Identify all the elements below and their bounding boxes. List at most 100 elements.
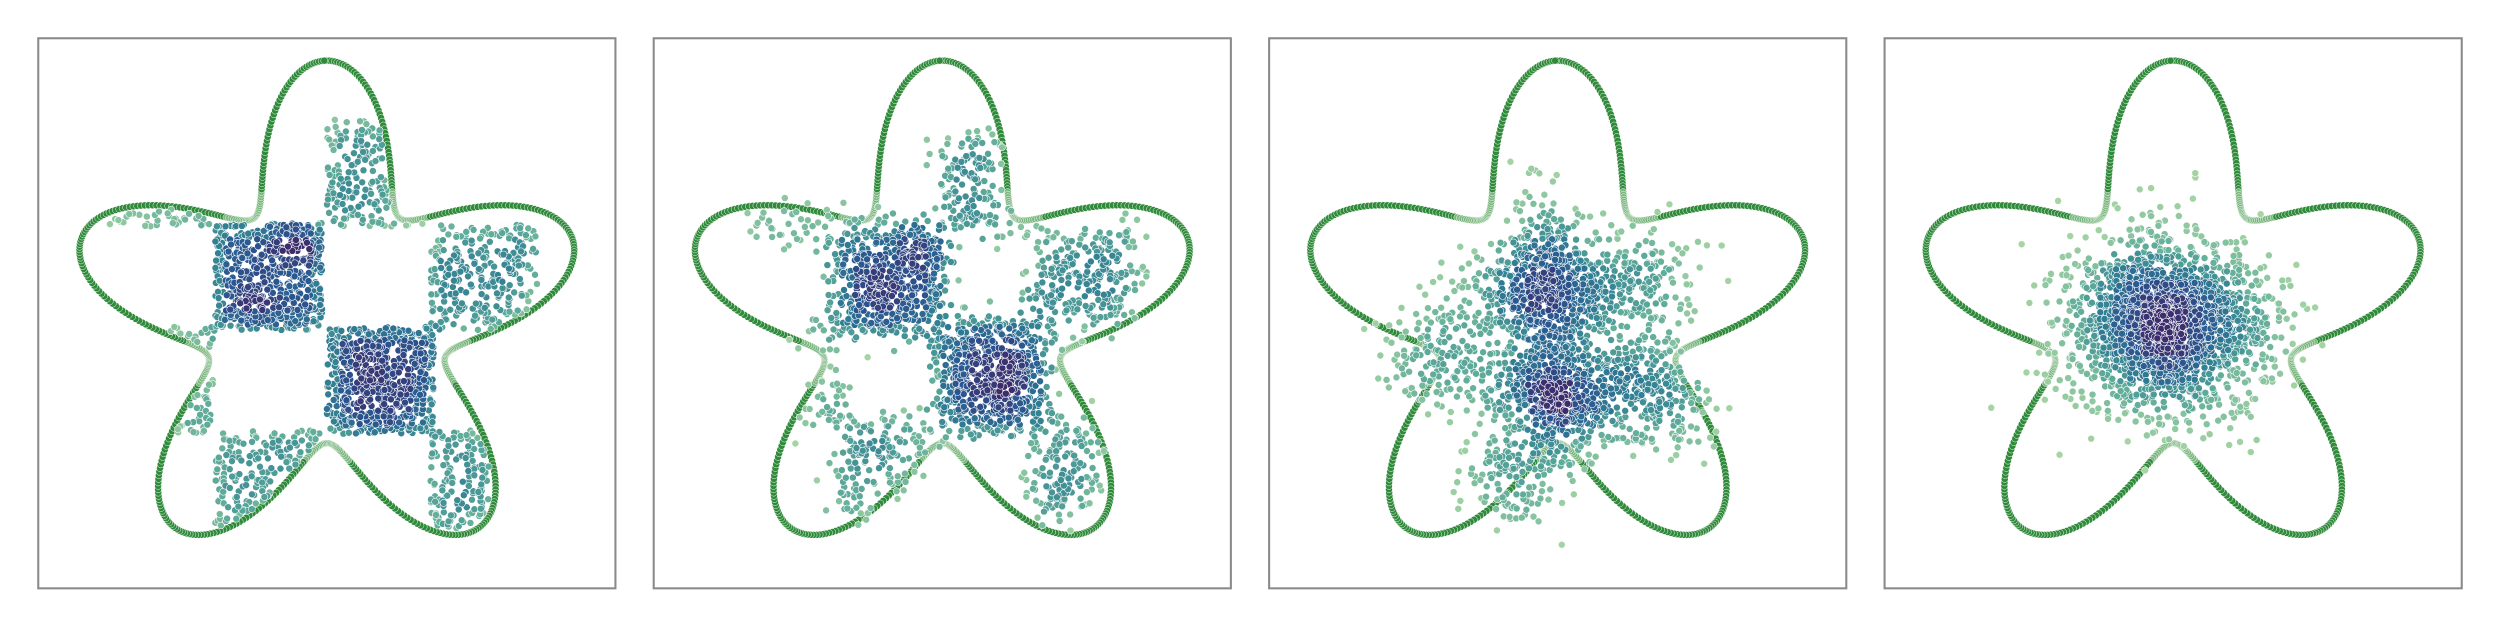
sample-dot bbox=[1120, 311, 1128, 319]
sample-dot bbox=[338, 200, 347, 208]
sample-dot bbox=[947, 258, 955, 266]
sample-dot bbox=[812, 235, 821, 243]
sample-dot bbox=[477, 504, 485, 513]
sample-dot bbox=[1016, 308, 1025, 317]
sample-dot bbox=[976, 164, 985, 172]
sample-dot bbox=[325, 209, 333, 217]
sample-dot bbox=[342, 118, 351, 126]
sample-dot bbox=[837, 299, 845, 307]
sample-dot bbox=[991, 220, 999, 229]
sample-dot bbox=[439, 499, 448, 507]
sample-dot bbox=[226, 484, 234, 492]
sample-dot bbox=[886, 464, 894, 472]
sample-dot bbox=[843, 241, 852, 249]
sample-dot bbox=[212, 256, 220, 265]
sample-dot bbox=[900, 332, 909, 340]
sample-dot bbox=[901, 469, 909, 478]
sample-dot bbox=[923, 217, 932, 225]
sample-dot bbox=[1042, 238, 1051, 246]
sample-dot bbox=[825, 335, 833, 344]
sample-dot bbox=[872, 238, 881, 247]
sample-dot bbox=[1047, 363, 1056, 372]
sample-dot bbox=[841, 400, 850, 409]
sample-dot bbox=[804, 216, 812, 225]
sample-dot bbox=[359, 166, 368, 175]
sample-dot bbox=[780, 245, 788, 254]
sample-dot bbox=[961, 343, 969, 352]
sample-dot bbox=[1005, 219, 1014, 227]
sample-dot bbox=[498, 277, 507, 286]
sample-dot bbox=[344, 168, 353, 176]
sample-dot bbox=[370, 200, 379, 208]
sample-dot bbox=[809, 421, 817, 429]
sample-dot bbox=[958, 420, 967, 429]
sample-dot bbox=[824, 277, 833, 286]
sample-dot bbox=[406, 385, 415, 393]
sample-dot bbox=[141, 222, 150, 230]
sample-dot bbox=[368, 217, 377, 226]
sample-dot bbox=[1088, 397, 1096, 405]
sample-dot bbox=[371, 157, 380, 165]
sample-dot bbox=[457, 516, 466, 525]
sample-dot bbox=[879, 408, 887, 416]
sample-dot bbox=[1129, 237, 1137, 246]
sample-dot bbox=[360, 193, 369, 201]
sample-dot bbox=[244, 229, 253, 238]
sample-dot bbox=[955, 194, 963, 203]
sample-dot bbox=[1035, 307, 1044, 315]
sample-dot bbox=[832, 423, 841, 432]
sample-dot bbox=[445, 264, 454, 273]
sample-dot bbox=[1113, 320, 1122, 328]
sample-dot bbox=[1037, 387, 1045, 396]
sample-dot bbox=[363, 140, 372, 149]
sample-dot bbox=[291, 317, 300, 325]
sample-dot bbox=[193, 338, 202, 346]
sample-dot bbox=[1022, 492, 1031, 501]
sample-dot bbox=[839, 269, 848, 277]
sample-dot bbox=[242, 481, 250, 489]
sample-dot bbox=[942, 433, 950, 442]
sample-dot bbox=[1047, 338, 1056, 347]
sample-dot bbox=[135, 210, 144, 219]
sample-dot bbox=[263, 285, 272, 294]
sample-dot bbox=[267, 464, 276, 472]
sample-dot bbox=[304, 277, 313, 285]
sample-dot bbox=[1130, 314, 1139, 322]
sample-dot bbox=[359, 215, 367, 224]
sample-dot bbox=[858, 446, 867, 455]
sample-dot bbox=[205, 220, 213, 228]
sample-dot bbox=[1048, 417, 1057, 426]
sample-dot bbox=[1088, 424, 1097, 432]
sample-dot bbox=[323, 405, 331, 413]
sample-dot bbox=[832, 346, 841, 354]
sample-dot bbox=[444, 230, 453, 239]
sample-dot bbox=[853, 235, 862, 244]
sample-dot bbox=[1057, 476, 1065, 484]
sample-dot bbox=[181, 215, 189, 224]
sample-dot bbox=[865, 466, 873, 474]
sample-dot bbox=[467, 252, 476, 261]
sample-dot bbox=[464, 442, 473, 451]
sample-dot bbox=[784, 220, 793, 228]
sample-dot bbox=[830, 450, 839, 458]
sample-dot bbox=[437, 286, 446, 294]
sample-dot bbox=[969, 202, 978, 210]
sample-dot bbox=[194, 212, 203, 220]
sample-dot bbox=[242, 304, 251, 313]
sample-dot bbox=[900, 425, 909, 434]
sample-dot bbox=[343, 155, 352, 163]
sample-dot bbox=[1047, 265, 1056, 273]
sample-dot bbox=[329, 217, 338, 225]
sample-dot bbox=[901, 311, 909, 320]
sample-dot bbox=[961, 192, 970, 201]
sample-dot bbox=[211, 476, 220, 485]
sample-dot bbox=[852, 503, 861, 512]
sample-dot bbox=[233, 493, 241, 501]
sample-dot bbox=[459, 477, 467, 486]
sample-dot bbox=[844, 315, 853, 323]
sample-dot bbox=[427, 400, 436, 409]
sample-dot bbox=[464, 467, 473, 475]
sample-dot bbox=[462, 288, 470, 297]
sample-dot bbox=[225, 465, 234, 473]
